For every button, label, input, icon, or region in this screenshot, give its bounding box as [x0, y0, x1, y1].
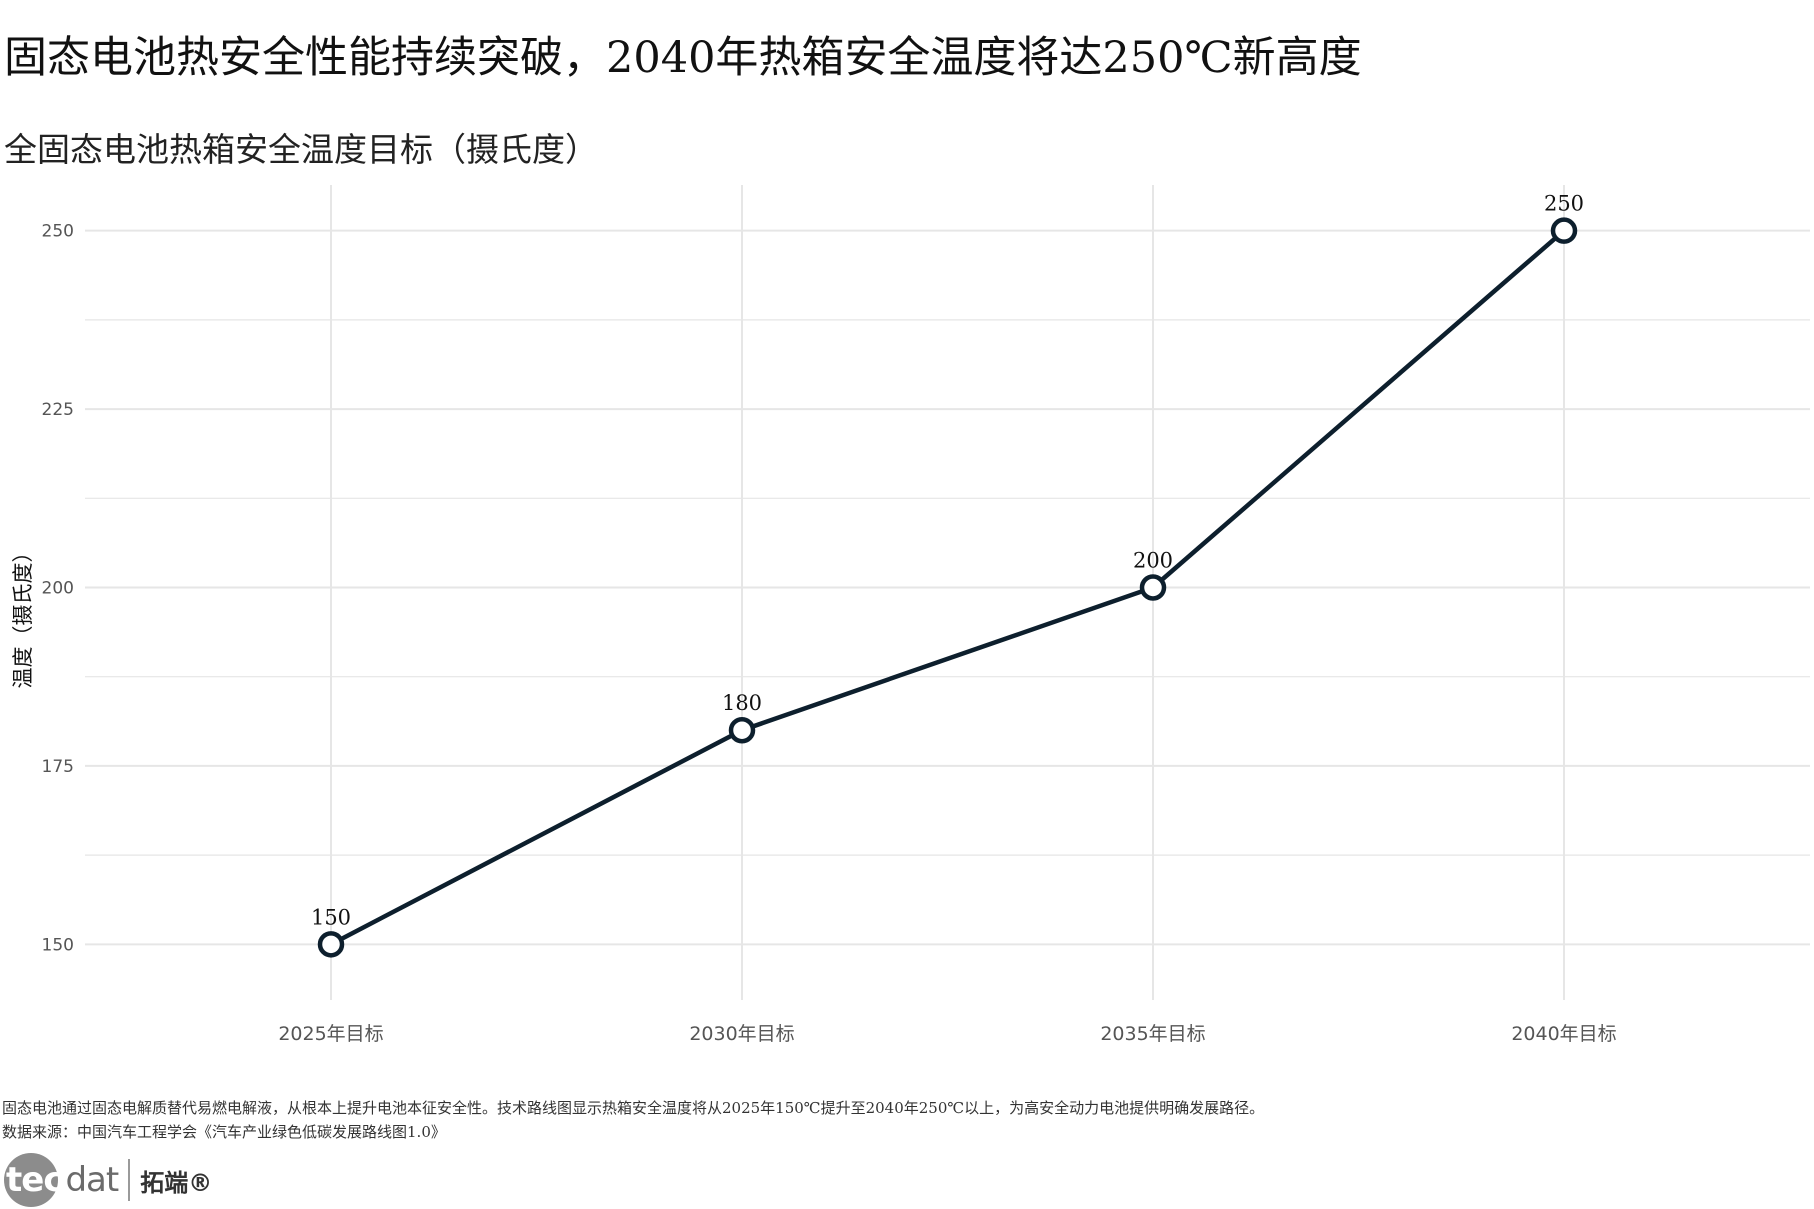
axis-labels: 150 175 200 225 250 2025年目标 2030年目标 2035年目标 2040… [42, 222, 1617, 1045]
y-tick-label: 250 [42, 222, 74, 242]
y-tick-label: 200 [42, 579, 74, 599]
logo-tec-text: tec [6, 1160, 63, 1200]
data-label: 180 [722, 691, 762, 715]
y-axis-label: 温度（摄氏度） [11, 542, 35, 689]
chart-title: 固态电池热安全性能持续突破，2040年热箱安全温度将达250℃新高度 [4, 33, 1362, 83]
chart-caption: 固态电池通过固态电解质替代易燃电解液，从根本上提升电池本征安全性。技术路线图显示… [2, 1099, 1265, 1117]
data-point [728, 716, 756, 744]
y-tick-label: 150 [42, 935, 74, 955]
x-tick-label: 2030年目标 [689, 1023, 794, 1045]
logo-circle-icon [4, 1153, 58, 1207]
logo-chinese-text: 拓端® [140, 1168, 213, 1197]
data-markers [317, 217, 1578, 958]
data-label: 150 [311, 905, 351, 929]
series-line [328, 228, 1567, 947]
data-point [1139, 574, 1167, 601]
data-label: 200 [1133, 549, 1173, 573]
y-tick-label: 175 [42, 757, 74, 777]
chart-subtitle: 全固态电池热箱安全温度目标（摄氏度） [4, 130, 598, 169]
tecdat-logo: tec dat 拓端® [4, 1152, 212, 1208]
series-line-path [328, 228, 1567, 947]
data-label: 250 [1544, 192, 1584, 216]
data-source: 数据来源：中国汽车工程学会《汽车产业绿色低碳发展路线图1.0》 [2, 1123, 446, 1141]
x-tick-label: 2025年目标 [278, 1023, 383, 1045]
data-point [317, 931, 345, 958]
grid-lines [85, 185, 1810, 1000]
x-tick-label: 2040年目标 [1511, 1023, 1616, 1045]
logo-divider [128, 1159, 131, 1201]
data-point [1550, 217, 1578, 244]
data-labels: 150 180 200 250 [311, 192, 1584, 930]
y-tick-label: 225 [42, 400, 74, 420]
logo-dat-text: dat [65, 1160, 119, 1200]
x-tick-label: 2035年目标 [1100, 1023, 1205, 1045]
line-chart: 150 175 200 225 250 2025年目标 2030年目标 2035年目标 2040… [11, 185, 1810, 1045]
